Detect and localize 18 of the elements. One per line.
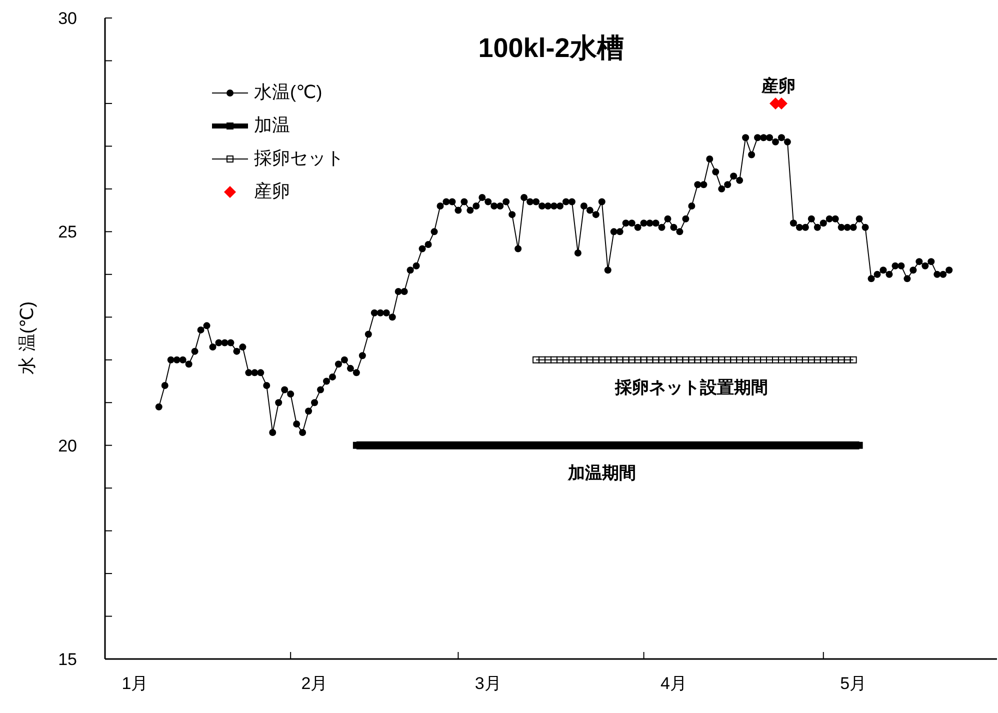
x-tick-label: 5月: [840, 674, 867, 693]
annotation: 産卵: [760, 76, 796, 96]
y-tick-label: 20: [58, 436, 77, 456]
y-axis-title: 水 温(℃): [16, 301, 38, 375]
legend-label: 採卵セット: [254, 147, 344, 170]
x-tick-label: 2月: [301, 674, 328, 693]
y-tick-label: 30: [58, 9, 77, 28]
legend-label: 産卵: [254, 180, 290, 203]
x-tick-label: 4月: [660, 674, 687, 693]
y-tick-label: 15: [58, 650, 77, 669]
text: 100kl-2水槽: [477, 32, 625, 65]
legend-label: 加温: [254, 114, 290, 137]
annotation: 加温期間: [566, 463, 636, 482]
y-tick-label: 25: [58, 222, 77, 242]
legend-label: 水温(℃): [254, 81, 322, 104]
annotation: 採卵ネット設置期間: [614, 378, 768, 397]
x-tick-label: 1月: [122, 674, 148, 693]
x-tick-label: 3月: [474, 674, 502, 693]
